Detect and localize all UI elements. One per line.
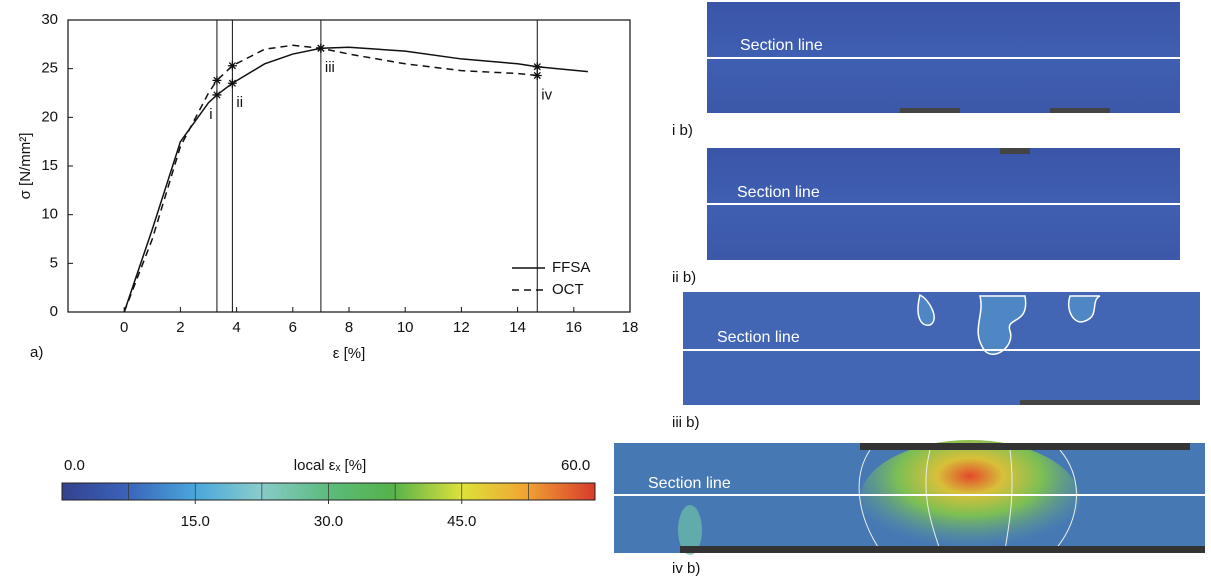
panel-label: i b) — [672, 122, 693, 139]
section-label: Section line — [737, 184, 820, 201]
colorbar-title: local εₓ [%] — [294, 457, 366, 474]
marker-label: iii — [325, 59, 335, 76]
panel-label: iii b) — [672, 414, 700, 431]
y-tick-label: 30 — [41, 11, 58, 28]
star-marker — [212, 90, 222, 100]
colorbar-tick-label: 15.0 — [181, 513, 210, 530]
x-tick-label: 2 — [176, 319, 184, 336]
colorbar-tick-label: 0.0 — [64, 457, 85, 474]
clamp — [900, 108, 960, 113]
marker-label: i — [209, 106, 212, 123]
dic-image — [683, 292, 1200, 405]
y-axis-label: σ [N/mm²] — [17, 133, 34, 200]
contour — [858, 449, 1077, 551]
x-axis-label: ε [%] — [333, 345, 366, 362]
marker-label: ii — [236, 94, 243, 111]
strain-field — [678, 505, 702, 555]
section-label: Section line — [740, 37, 823, 54]
star-marker — [227, 61, 237, 71]
marker-label: iv — [541, 86, 552, 103]
x-tick-label: 10 — [397, 319, 414, 336]
clamp — [1050, 108, 1110, 113]
star-marker — [212, 75, 222, 85]
series-line — [123, 46, 588, 313]
section-label: Section line — [648, 475, 731, 492]
x-tick-label: 6 — [289, 319, 297, 336]
plot-frame — [67, 19, 631, 313]
legend-label: OCT — [552, 281, 584, 298]
panel-label: iv b) — [672, 560, 700, 577]
star-marker — [532, 62, 542, 72]
clamp — [680, 546, 1205, 553]
strain-field — [860, 440, 1080, 560]
colorbar-tick-label: 45.0 — [447, 513, 476, 530]
x-tick-label: 18 — [622, 319, 639, 336]
clamp — [1020, 400, 1200, 405]
series-line — [123, 44, 538, 313]
y-tick-label: 25 — [41, 60, 58, 77]
y-tick-label: 10 — [41, 206, 58, 223]
legend-label: FFSA — [552, 259, 590, 276]
star-marker — [532, 70, 542, 80]
x-tick-label: 0 — [120, 319, 128, 336]
clamp — [860, 443, 1190, 450]
section-label: Section line — [717, 329, 800, 346]
clamp — [1000, 148, 1030, 154]
panel-label: a) — [30, 344, 43, 361]
y-tick-label: 5 — [50, 254, 58, 271]
x-tick-label: 8 — [345, 319, 353, 336]
panel-label: ii b) — [672, 269, 696, 286]
colorbar-tick-label: 60.0 — [561, 457, 590, 474]
star-marker — [227, 78, 237, 88]
y-tick-label: 20 — [41, 108, 58, 125]
y-tick-label: 0 — [50, 303, 58, 320]
x-tick-label: 16 — [565, 319, 582, 336]
y-tick-label: 15 — [41, 157, 58, 174]
star-marker — [316, 43, 326, 53]
x-tick-label: 14 — [509, 319, 526, 336]
colorbar-tick-label: 30.0 — [314, 513, 343, 530]
contour — [917, 293, 1101, 355]
x-tick-label: 4 — [232, 319, 240, 336]
x-tick-label: 12 — [453, 319, 470, 336]
